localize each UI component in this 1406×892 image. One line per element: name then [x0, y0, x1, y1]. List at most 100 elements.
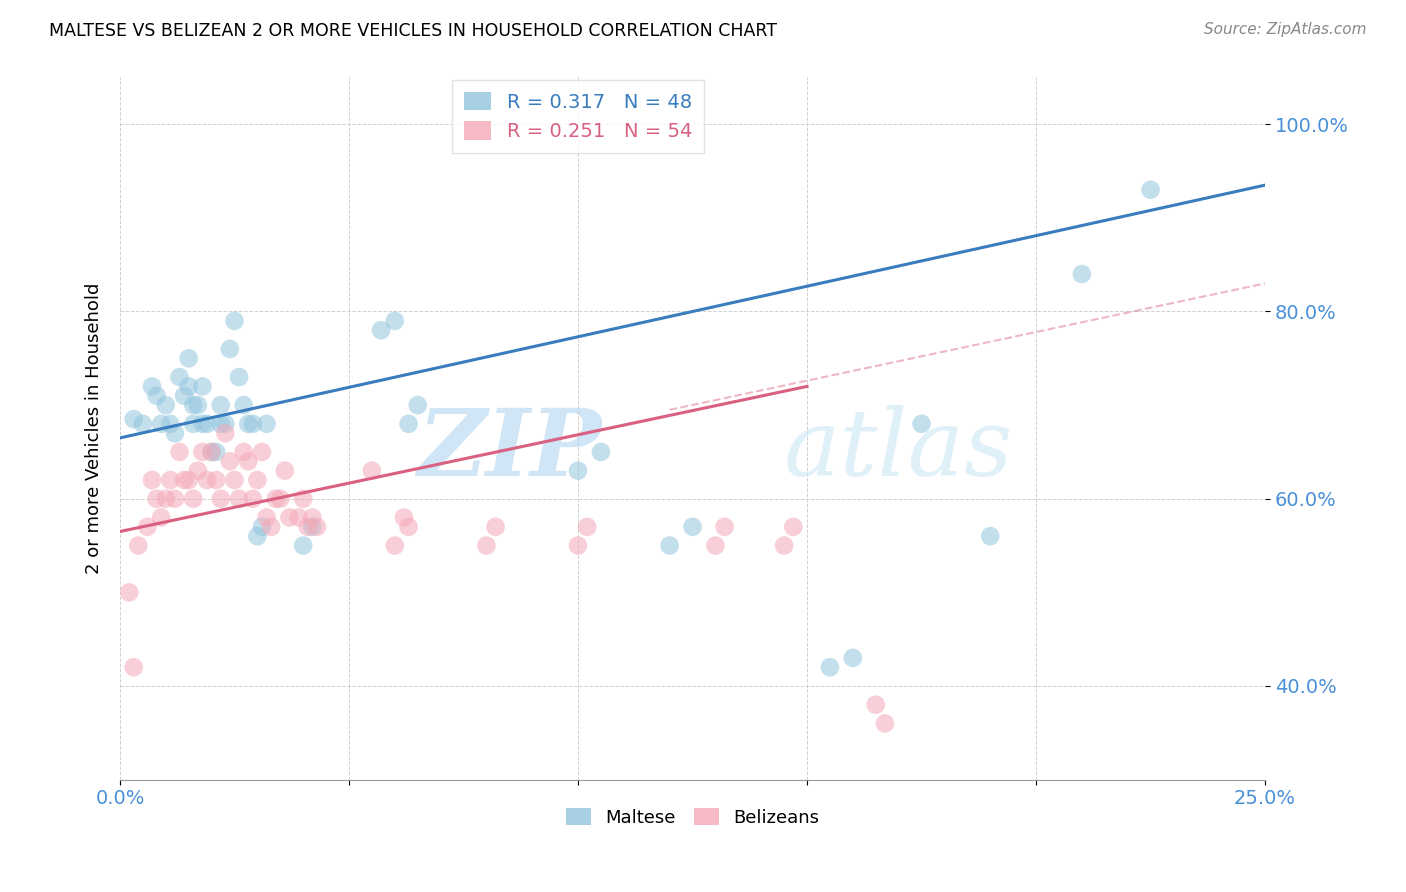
- Point: [384, 314, 406, 328]
- Point: [209, 417, 232, 431]
- Point: [292, 539, 315, 553]
- Point: [301, 520, 323, 534]
- Point: [141, 379, 163, 393]
- Point: [484, 520, 506, 534]
- Point: [159, 473, 181, 487]
- Point: [260, 520, 283, 534]
- Point: [150, 417, 173, 431]
- Point: [242, 417, 264, 431]
- Point: [177, 351, 200, 366]
- Point: [773, 539, 796, 553]
- Point: [576, 520, 599, 534]
- Point: [122, 660, 145, 674]
- Point: [292, 491, 315, 506]
- Text: Source: ZipAtlas.com: Source: ZipAtlas.com: [1204, 22, 1367, 37]
- Point: [191, 445, 214, 459]
- Text: MALTESE VS BELIZEAN 2 OR MORE VEHICLES IN HOUSEHOLD CORRELATION CHART: MALTESE VS BELIZEAN 2 OR MORE VEHICLES I…: [49, 22, 778, 40]
- Point: [132, 417, 155, 431]
- Point: [274, 464, 297, 478]
- Point: [209, 491, 232, 506]
- Point: [145, 389, 167, 403]
- Point: [195, 417, 218, 431]
- Point: [242, 491, 264, 506]
- Point: [1139, 183, 1161, 197]
- Point: [181, 491, 204, 506]
- Point: [979, 529, 1001, 543]
- Point: [278, 510, 301, 524]
- Point: [818, 660, 841, 674]
- Point: [704, 539, 727, 553]
- Point: [238, 454, 260, 468]
- Point: [177, 379, 200, 393]
- Point: [163, 491, 186, 506]
- Point: [782, 520, 804, 534]
- Point: [475, 539, 498, 553]
- Point: [187, 398, 209, 412]
- Point: [238, 417, 260, 431]
- Point: [163, 426, 186, 441]
- Point: [200, 445, 222, 459]
- Point: [169, 370, 191, 384]
- Point: [297, 520, 319, 534]
- Point: [250, 520, 273, 534]
- Point: [865, 698, 887, 712]
- Point: [173, 389, 195, 403]
- Y-axis label: 2 or more Vehicles in Household: 2 or more Vehicles in Household: [86, 283, 103, 574]
- Point: [159, 417, 181, 431]
- Point: [910, 417, 932, 431]
- Point: [406, 398, 429, 412]
- Point: [181, 398, 204, 412]
- Text: atlas: atlas: [785, 405, 1014, 494]
- Point: [187, 464, 209, 478]
- Point: [200, 445, 222, 459]
- Point: [214, 426, 236, 441]
- Point: [287, 510, 309, 524]
- Point: [256, 510, 278, 524]
- Point: [713, 520, 735, 534]
- Point: [141, 473, 163, 487]
- Point: [232, 398, 254, 412]
- Point: [228, 370, 250, 384]
- Point: [301, 510, 323, 524]
- Point: [250, 445, 273, 459]
- Point: [214, 417, 236, 431]
- Point: [205, 473, 228, 487]
- Point: [398, 417, 420, 431]
- Point: [567, 539, 589, 553]
- Point: [145, 491, 167, 506]
- Point: [658, 539, 681, 553]
- Point: [589, 445, 612, 459]
- Point: [305, 520, 328, 534]
- Point: [370, 323, 392, 337]
- Legend: Maltese, Belizeans: Maltese, Belizeans: [558, 800, 827, 834]
- Point: [191, 417, 214, 431]
- Point: [392, 510, 415, 524]
- Point: [224, 314, 246, 328]
- Point: [873, 716, 896, 731]
- Point: [177, 473, 200, 487]
- Point: [191, 379, 214, 393]
- Point: [232, 445, 254, 459]
- Point: [219, 454, 242, 468]
- Point: [155, 491, 177, 506]
- Point: [224, 473, 246, 487]
- Point: [150, 510, 173, 524]
- Point: [228, 491, 250, 506]
- Point: [264, 491, 287, 506]
- Point: [361, 464, 384, 478]
- Point: [122, 412, 145, 426]
- Point: [682, 520, 704, 534]
- Point: [127, 539, 149, 553]
- Point: [118, 585, 141, 599]
- Point: [246, 529, 269, 543]
- Point: [205, 445, 228, 459]
- Point: [195, 473, 218, 487]
- Text: ZIP: ZIP: [416, 405, 600, 494]
- Point: [1070, 267, 1092, 281]
- Point: [136, 520, 159, 534]
- Point: [398, 520, 420, 534]
- Point: [209, 398, 232, 412]
- Point: [256, 417, 278, 431]
- Point: [219, 342, 242, 356]
- Point: [173, 473, 195, 487]
